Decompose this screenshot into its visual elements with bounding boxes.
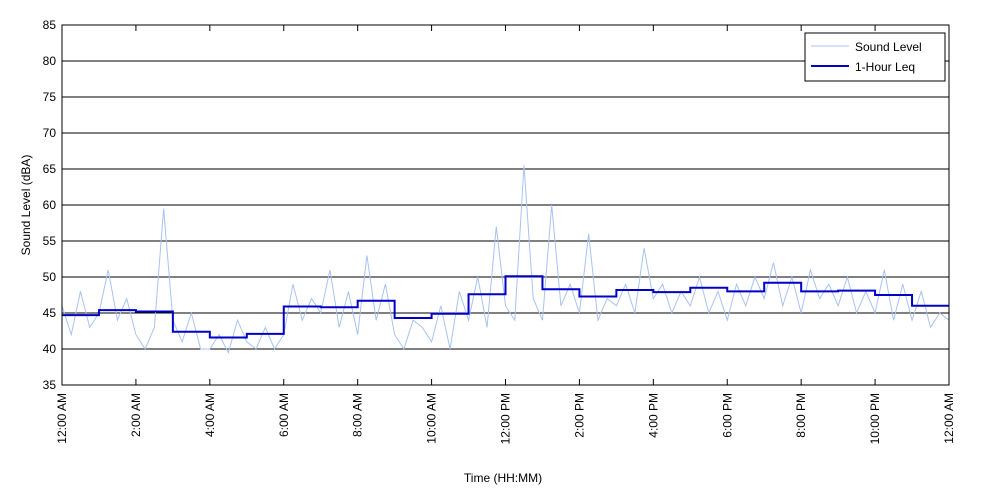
x-tick-label: 12:00 AM — [942, 393, 956, 444]
x-tick-label: 10:00 AM — [425, 393, 439, 444]
y-tick-label: 40 — [43, 342, 57, 356]
x-tick-label: 6:00 PM — [720, 393, 734, 438]
x-tick-label: 12:00 AM — [55, 393, 69, 444]
y-axis-label: Sound Level (dBA) — [19, 155, 33, 256]
y-tick-label: 75 — [43, 90, 57, 104]
x-tick-label: 8:00 PM — [794, 393, 808, 438]
y-tick-label: 80 — [43, 54, 57, 68]
x-tick-label: 4:00 AM — [203, 393, 217, 437]
x-tick-label: 4:00 PM — [646, 393, 660, 438]
plot-frame — [61, 24, 950, 386]
x-tick-label: 2:00 AM — [129, 393, 143, 437]
y-tick-label: 70 — [43, 126, 57, 140]
y-tick-label: 55 — [43, 234, 57, 248]
x-tick-label: 10:00 PM — [868, 393, 882, 444]
legend-box — [804, 32, 946, 82]
y-tick-label: 65 — [43, 162, 57, 176]
y-tick-label: 50 — [43, 270, 57, 284]
x-tick-label: 8:00 AM — [351, 393, 365, 437]
x-tick-label: 6:00 AM — [277, 393, 291, 437]
y-tick-label: 85 — [43, 18, 57, 32]
legend-label: 1-Hour Leq — [855, 60, 915, 74]
sound-level-line — [61, 165, 950, 354]
y-tick-label: 45 — [43, 306, 57, 320]
x-axis-label: Time (HH:MM) — [464, 471, 542, 485]
x-tick-label: 2:00 PM — [572, 393, 586, 438]
legend-label: Sound Level — [855, 40, 922, 54]
y-tick-label: 60 — [43, 198, 57, 212]
y-tick-label: 35 — [43, 378, 57, 392]
x-tick-label: 12:00 PM — [499, 393, 513, 444]
leq-step-line — [62, 275, 949, 339]
